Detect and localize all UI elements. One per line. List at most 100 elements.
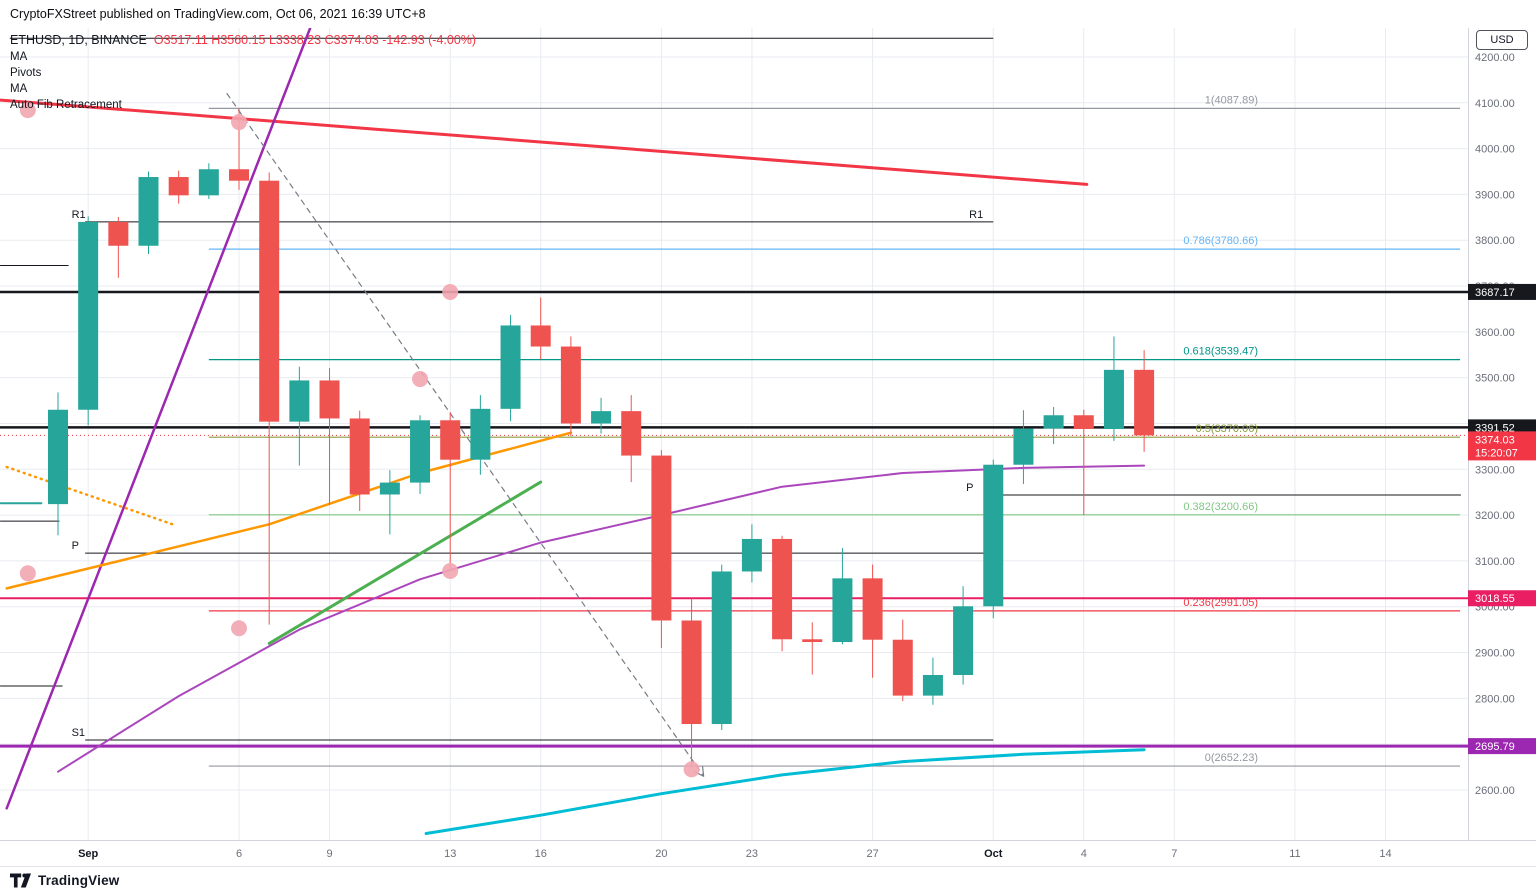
tradingview-logo-icon[interactable] [10,873,31,888]
price-badge-value: 2695.79 [1475,741,1515,753]
current-price-badge [1468,431,1536,461]
candle[interactable] [832,548,853,645]
candle[interactable] [560,336,581,437]
price-axis-label: 3100.00 [1475,556,1515,568]
candle[interactable] [621,395,642,483]
candle[interactable] [470,395,491,475]
pivot-marker [683,761,700,778]
price-axis-label: 3200.00 [1475,510,1515,522]
price-axis-label: 4000.00 [1475,144,1515,156]
candle[interactable] [440,412,461,572]
pivot-marker [19,565,36,582]
time-axis-label: 20 [655,848,667,860]
price-axis-label: 3500.00 [1475,373,1515,385]
pivot-marker [442,563,459,580]
candle[interactable] [198,163,219,200]
price-badge-value: 3391.52 [1475,422,1515,434]
candle[interactable] [591,397,612,434]
candles[interactable] [48,108,1155,767]
price-badge [1468,419,1536,436]
candle[interactable] [1103,336,1124,441]
candle[interactable] [802,622,823,675]
candle[interactable] [349,410,370,511]
purple-ma-line[interactable] [57,464,1146,773]
candle[interactable] [772,535,793,652]
orange-dotted-line[interactable] [5,465,174,526]
gray-dashed-downtrend-line[interactable] [226,92,705,777]
time-axis-label: 9 [326,848,332,860]
orange-ma-line[interactable] [5,431,573,590]
candle[interactable] [862,564,883,678]
price-axis-label: 3600.00 [1475,327,1515,339]
price-badge-value: 3018.55 [1475,593,1515,605]
pivot-marker [231,620,248,637]
candle[interactable] [741,524,762,583]
time-axis-label: 14 [1379,848,1391,860]
fib-label: 0.382(3200.66) [1183,501,1258,513]
pivot-label: R1 [72,209,86,221]
candle[interactable] [1134,350,1155,452]
candle[interactable] [379,470,400,535]
time-axis-label: Oct [984,848,1003,860]
pivot-label: S1 [72,727,85,739]
candle[interactable] [108,216,129,278]
time-axis-label: 7 [1171,848,1177,860]
candle[interactable] [651,450,672,648]
pivot-marker [442,284,459,301]
fib-label: 0(2652.23) [1205,752,1258,764]
candle[interactable] [78,216,99,426]
tradingview-brand[interactable]: TradingView [38,873,120,888]
candle[interactable] [138,171,159,254]
candle[interactable] [681,598,702,767]
price-axis-label: 4200.00 [1475,52,1515,64]
fib-label: 0.786(3780.66) [1183,235,1258,247]
candle[interactable] [168,170,189,204]
price-badge [1468,283,1536,300]
time-axis[interactable]: Sep 6 9 13 16 20 23 27 Oct 4 7 11 14 [78,848,1392,860]
time-axis-label: 27 [866,848,878,860]
current-price-value: 3374.03 [1475,434,1515,446]
pivot-label: P [966,482,973,494]
candle[interactable] [892,619,913,702]
candle[interactable] [983,459,1004,619]
green-uptrend-line[interactable] [267,480,543,645]
candle[interactable] [922,657,943,705]
pane[interactable]: R1 P S1 R1 P 1(4087.89) 0.786(3780.66) 0.618(35… [0,25,1468,835]
candle[interactable] [711,564,732,730]
candle[interactable] [530,297,551,360]
candle[interactable] [319,368,340,506]
candle[interactable] [289,366,310,466]
candle[interactable] [500,314,521,422]
candle[interactable] [1043,407,1064,445]
currency-button[interactable]: USD [1476,30,1528,50]
price-axis-label: 4100.00 [1475,98,1515,110]
pivot-marker [412,371,429,388]
fib-label: 0.618(3539.47) [1183,346,1258,358]
price-axis-label: 2600.00 [1475,785,1515,797]
price-badge-value: 3687.17 [1475,287,1515,299]
price-badge [1468,738,1536,755]
price-axis-label: 3800.00 [1475,235,1515,247]
purple-uptrend-line[interactable] [5,25,312,810]
red-downtrend-line[interactable] [0,98,1089,186]
fib-label: 0.236(2991.05) [1183,597,1258,609]
footer: TradingView [0,866,1536,894]
candle[interactable] [410,415,431,495]
time-axis-label: 16 [535,848,547,860]
price-badge [1468,590,1536,607]
candle[interactable] [1073,409,1094,516]
candle[interactable] [259,172,280,625]
price-axis-label: 3300.00 [1475,464,1515,476]
gray-dashed-downtrend-line-arrowhead [701,766,705,777]
candle[interactable] [953,586,974,685]
pivot-label: P [72,540,79,552]
time-axis-label: 23 [746,848,758,860]
price-axis-label: 2800.00 [1475,693,1515,705]
candle[interactable] [48,392,68,536]
candle[interactable] [1013,410,1034,484]
cyan-ma-line[interactable] [424,748,1146,835]
